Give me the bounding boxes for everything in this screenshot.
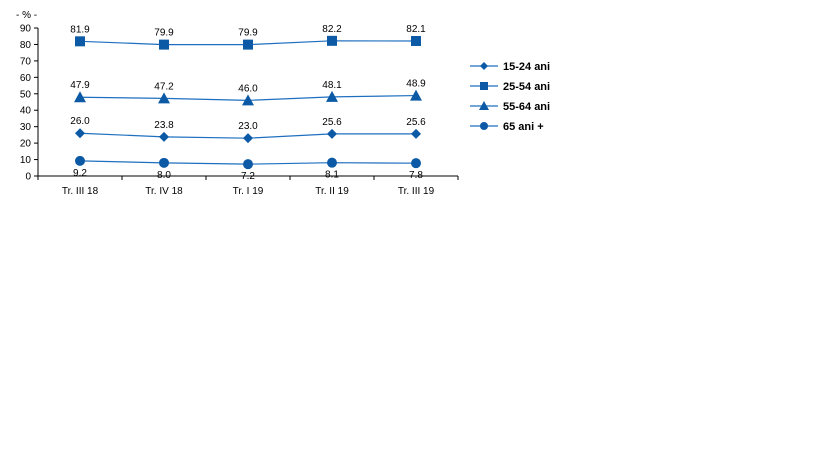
data-label: 82.2 xyxy=(322,24,342,35)
data-point xyxy=(159,39,169,50)
legend-label: 55-64 ani xyxy=(503,101,550,113)
data-point xyxy=(411,35,421,46)
data-label: 79.9 xyxy=(238,28,258,39)
data-point xyxy=(159,131,169,142)
y-tick-label: 20 xyxy=(20,139,32,150)
y-tick-label: 50 xyxy=(20,89,32,100)
data-label: 82.1 xyxy=(406,24,426,35)
legend-label: 65 ani + xyxy=(503,121,544,133)
y-tick-label: 90 xyxy=(20,24,32,35)
y-tick-label: 10 xyxy=(20,155,32,166)
data-point xyxy=(242,94,254,106)
data-point xyxy=(410,89,422,101)
data-point xyxy=(159,157,169,168)
data-point xyxy=(243,133,253,144)
data-label: 47.9 xyxy=(70,80,90,91)
y-tick-label: 80 xyxy=(20,40,32,51)
data-label: 47.2 xyxy=(154,81,174,92)
legend-marker xyxy=(480,62,488,70)
x-tick-label: Tr. II 19 xyxy=(315,186,349,197)
data-point xyxy=(158,92,170,104)
y-tick-label: 60 xyxy=(20,73,32,84)
data-label: 23.0 xyxy=(238,121,258,132)
data-label: 8.0 xyxy=(157,170,171,181)
y-unit-label: - % - xyxy=(16,10,37,21)
data-label: 8.1 xyxy=(325,170,339,181)
legend-label: 15-24 ani xyxy=(503,61,550,73)
legend-marker xyxy=(480,82,488,90)
data-label: 26.0 xyxy=(70,116,90,127)
x-tick-label: Tr. III 18 xyxy=(62,186,99,197)
data-point xyxy=(75,128,85,139)
data-label: 79.9 xyxy=(154,28,174,39)
data-label: 48.1 xyxy=(322,80,342,91)
data-point xyxy=(411,158,421,169)
data-point xyxy=(243,159,253,170)
y-tick-label: 40 xyxy=(20,106,32,117)
data-point xyxy=(75,36,85,47)
data-label: 7.2 xyxy=(241,171,255,182)
axes: 0 10 20 30 40 50 60 70 80 90 Tr. III 18 Tr. IV 18 Tr… xyxy=(20,24,459,197)
data-point xyxy=(327,128,337,139)
y-tick-label: 0 xyxy=(25,172,31,183)
data-label: 7.8 xyxy=(409,170,423,181)
data-label: 25.6 xyxy=(322,117,342,128)
data-point xyxy=(327,157,337,168)
data-label: 46.0 xyxy=(238,83,258,94)
data-point xyxy=(326,90,338,102)
data-point xyxy=(243,39,253,50)
y-tick-label: 30 xyxy=(20,122,32,133)
x-tick-label: Tr. III 19 xyxy=(398,186,435,197)
legend: 15-24 ani 25-54 ani 55-64 ani 65 ani + xyxy=(470,61,550,133)
legend-marker xyxy=(480,122,488,130)
data-point xyxy=(75,155,85,166)
data-label: 48.9 xyxy=(406,79,426,90)
data-point xyxy=(327,35,337,46)
data-point xyxy=(411,128,421,139)
series-markers xyxy=(74,35,422,170)
legend-label: 25-54 ani xyxy=(503,81,550,93)
data-label: 81.9 xyxy=(70,24,90,35)
y-tick-label: 70 xyxy=(20,56,32,67)
data-label: 25.6 xyxy=(406,117,426,128)
data-label: 23.8 xyxy=(154,120,174,131)
x-tick-label: Tr. IV 18 xyxy=(145,186,183,197)
data-point xyxy=(74,91,86,103)
legend-marker xyxy=(479,101,489,110)
data-label: 9.2 xyxy=(73,168,87,179)
x-tick-label: Tr. I 19 xyxy=(233,186,264,197)
data-labels: 26.0 23.8 23.0 25.6 25.6 81.9 79.9 79.9 82.2 82.1… xyxy=(70,24,426,182)
